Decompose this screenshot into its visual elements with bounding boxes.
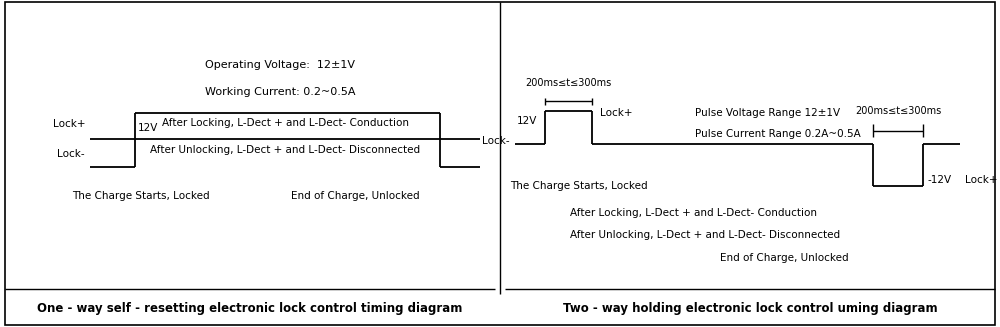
- Text: Two - way holding electronic lock control uming diagram: Two - way holding electronic lock contro…: [563, 301, 937, 315]
- Text: 12V: 12V: [138, 123, 158, 132]
- Text: The Charge Starts, Locked: The Charge Starts, Locked: [72, 191, 210, 201]
- Text: After Unlocking, L-Dect + and L-Dect- Disconnected: After Unlocking, L-Dect + and L-Dect- Di…: [150, 146, 420, 155]
- Text: Lock-: Lock-: [57, 149, 85, 159]
- Text: End of Charge, Unlocked: End of Charge, Unlocked: [291, 191, 420, 201]
- Text: Lock+: Lock+: [52, 119, 85, 129]
- Text: Lock+: Lock+: [965, 175, 998, 185]
- Text: Lock-: Lock-: [482, 136, 510, 146]
- Text: End of Charge, Unlocked: End of Charge, Unlocked: [720, 253, 849, 263]
- Text: 200ms≤t≤300ms: 200ms≤t≤300ms: [525, 78, 612, 88]
- Text: 200ms≤t≤300ms: 200ms≤t≤300ms: [855, 106, 941, 116]
- Text: Pulse Voltage Range 12±1V: Pulse Voltage Range 12±1V: [695, 108, 840, 118]
- Text: After Unlocking, L-Dect + and L-Dect- Disconnected: After Unlocking, L-Dect + and L-Dect- Di…: [570, 231, 840, 240]
- Text: After Locking, L-Dect + and L-Dect- Conduction: After Locking, L-Dect + and L-Dect- Cond…: [162, 118, 409, 128]
- Text: Working Current: 0.2~0.5A: Working Current: 0.2~0.5A: [205, 87, 355, 96]
- Text: One - way self - resetting electronic lock control timing diagram: One - way self - resetting electronic lo…: [37, 301, 463, 315]
- Text: After Locking, L-Dect + and L-Dect- Conduction: After Locking, L-Dect + and L-Dect- Cond…: [570, 208, 817, 217]
- Text: Lock+: Lock+: [600, 108, 633, 118]
- Text: Pulse Current Range 0.2A~0.5A: Pulse Current Range 0.2A~0.5A: [695, 129, 861, 139]
- Text: Operating Voltage:  12±1V: Operating Voltage: 12±1V: [205, 60, 355, 70]
- Text: The Charge Starts, Locked: The Charge Starts, Locked: [510, 181, 648, 191]
- Text: 12V: 12V: [517, 116, 537, 126]
- Text: -12V: -12V: [928, 175, 952, 185]
